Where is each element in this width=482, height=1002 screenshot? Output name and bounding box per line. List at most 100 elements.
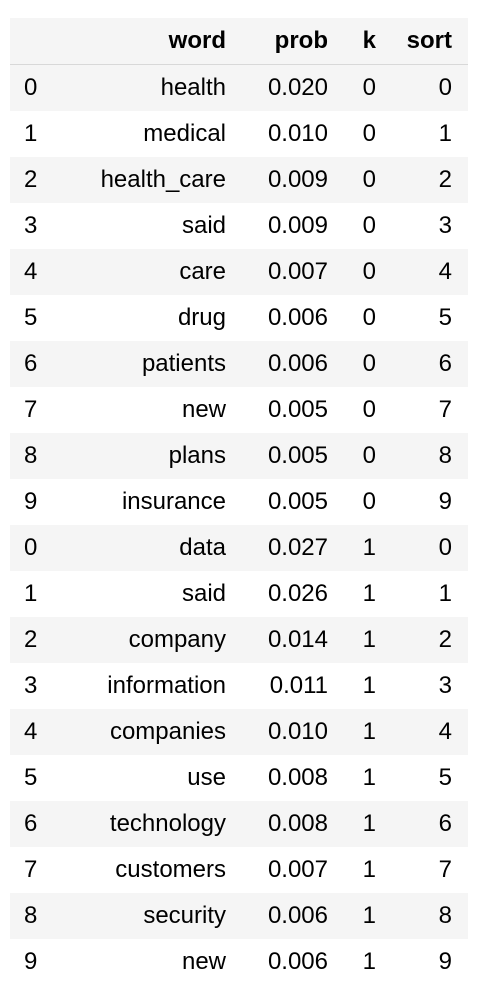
cell-k: 1 <box>328 847 376 893</box>
cell-prob: 0.009 <box>226 203 328 249</box>
table-row: 4 companies 0.010 1 4 <box>10 709 468 755</box>
cell-prob: 0.026 <box>226 571 328 617</box>
row-index: 2 <box>10 617 60 663</box>
cell-prob: 0.010 <box>226 111 328 157</box>
cell-word: company <box>60 617 226 663</box>
cell-k: 1 <box>328 571 376 617</box>
cell-prob: 0.006 <box>226 341 328 387</box>
row-index: 0 <box>10 525 60 571</box>
table-row: 4 care 0.007 0 4 <box>10 249 468 295</box>
row-index: 9 <box>10 939 60 985</box>
table-row: 2 company 0.014 1 2 <box>10 617 468 663</box>
cell-k: 0 <box>328 295 376 341</box>
dataframe-table: word prob k sort 0 health 0.020 0 0 1 medical 0… <box>10 18 468 985</box>
row-index: 5 <box>10 295 60 341</box>
cell-sort: 1 <box>376 571 468 617</box>
cell-word: patients <box>60 341 226 387</box>
cell-sort: 5 <box>376 755 468 801</box>
row-index: 6 <box>10 801 60 847</box>
cell-prob: 0.006 <box>226 295 328 341</box>
row-index: 3 <box>10 663 60 709</box>
cell-prob: 0.006 <box>226 939 328 985</box>
cell-word: security <box>60 893 226 939</box>
cell-sort: 0 <box>376 525 468 571</box>
cell-sort: 3 <box>376 663 468 709</box>
cell-word: plans <box>60 433 226 479</box>
row-index: 2 <box>10 157 60 203</box>
cell-k: 0 <box>328 433 376 479</box>
cell-k: 1 <box>328 617 376 663</box>
cell-sort: 2 <box>376 617 468 663</box>
cell-word: companies <box>60 709 226 755</box>
cell-word: new <box>60 387 226 433</box>
cell-prob: 0.005 <box>226 479 328 525</box>
cell-prob: 0.020 <box>226 64 328 111</box>
cell-sort: 6 <box>376 341 468 387</box>
row-index: 8 <box>10 893 60 939</box>
cell-k: 0 <box>328 479 376 525</box>
row-index: 8 <box>10 433 60 479</box>
header-prob: prob <box>226 18 328 65</box>
cell-word: said <box>60 571 226 617</box>
table-row: 9 insurance 0.005 0 9 <box>10 479 468 525</box>
cell-k: 0 <box>328 387 376 433</box>
cell-sort: 4 <box>376 249 468 295</box>
cell-k: 1 <box>328 525 376 571</box>
table-header: word prob k sort <box>10 18 468 65</box>
row-index: 7 <box>10 847 60 893</box>
header-k: k <box>328 18 376 65</box>
table-row: 1 medical 0.010 0 1 <box>10 111 468 157</box>
cell-prob: 0.006 <box>226 893 328 939</box>
cell-k: 1 <box>328 709 376 755</box>
cell-word: said <box>60 203 226 249</box>
cell-word: insurance <box>60 479 226 525</box>
row-index: 7 <box>10 387 60 433</box>
table-row: 5 drug 0.006 0 5 <box>10 295 468 341</box>
cell-sort: 0 <box>376 64 468 111</box>
cell-sort: 7 <box>376 847 468 893</box>
table-row: 0 health 0.020 0 0 <box>10 64 468 111</box>
row-index: 6 <box>10 341 60 387</box>
cell-k: 1 <box>328 893 376 939</box>
table-row: 9 new 0.006 1 9 <box>10 939 468 985</box>
row-index: 3 <box>10 203 60 249</box>
row-index: 5 <box>10 755 60 801</box>
table-row: 0 data 0.027 1 0 <box>10 525 468 571</box>
table-row: 6 technology 0.008 1 6 <box>10 801 468 847</box>
cell-prob: 0.007 <box>226 249 328 295</box>
header-word: word <box>60 18 226 65</box>
row-index: 0 <box>10 64 60 111</box>
cell-prob: 0.014 <box>226 617 328 663</box>
table-row: 7 customers 0.007 1 7 <box>10 847 468 893</box>
cell-word: use <box>60 755 226 801</box>
cell-prob: 0.011 <box>226 663 328 709</box>
table-row: 3 information 0.011 1 3 <box>10 663 468 709</box>
cell-sort: 9 <box>376 939 468 985</box>
header-row: word prob k sort <box>10 18 468 65</box>
cell-word: new <box>60 939 226 985</box>
cell-sort: 1 <box>376 111 468 157</box>
table-row: 6 patients 0.006 0 6 <box>10 341 468 387</box>
table-row: 5 use 0.008 1 5 <box>10 755 468 801</box>
row-index: 1 <box>10 111 60 157</box>
cell-sort: 2 <box>376 157 468 203</box>
cell-k: 0 <box>328 341 376 387</box>
table-row: 1 said 0.026 1 1 <box>10 571 468 617</box>
cell-sort: 4 <box>376 709 468 755</box>
cell-sort: 8 <box>376 433 468 479</box>
cell-sort: 9 <box>376 479 468 525</box>
cell-k: 1 <box>328 663 376 709</box>
cell-sort: 5 <box>376 295 468 341</box>
table-row: 7 new 0.005 0 7 <box>10 387 468 433</box>
cell-k: 0 <box>328 157 376 203</box>
cell-sort: 6 <box>376 801 468 847</box>
row-index: 9 <box>10 479 60 525</box>
cell-k: 0 <box>328 111 376 157</box>
cell-prob: 0.008 <box>226 755 328 801</box>
cell-prob: 0.009 <box>226 157 328 203</box>
cell-sort: 7 <box>376 387 468 433</box>
row-index: 4 <box>10 249 60 295</box>
cell-word: technology <box>60 801 226 847</box>
cell-k: 1 <box>328 939 376 985</box>
cell-word: information <box>60 663 226 709</box>
